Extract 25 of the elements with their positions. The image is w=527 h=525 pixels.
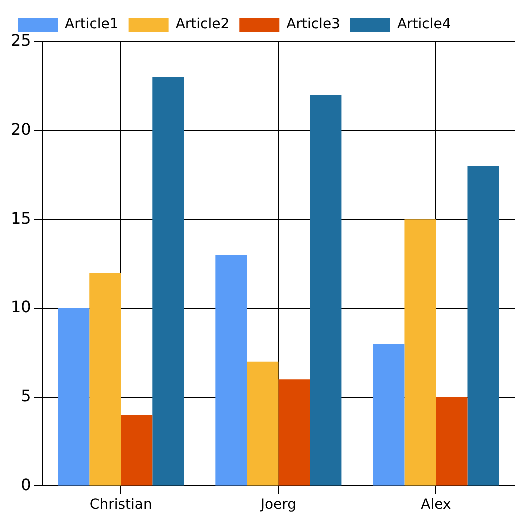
legend-label: Article4 <box>397 16 452 33</box>
legend-label: Article2 <box>176 16 230 33</box>
bar <box>152 78 184 486</box>
x-tick-label: Alex <box>421 497 452 514</box>
y-tick-label: 5 <box>21 386 32 406</box>
y-tick-label: 10 <box>11 298 32 317</box>
bar <box>216 255 248 486</box>
y-tick-label: 0 <box>21 475 32 494</box>
legend-label: Article3 <box>286 16 340 33</box>
bar <box>247 362 279 486</box>
legend-label: Article1 <box>65 16 119 33</box>
bar <box>121 415 153 486</box>
y-tick-label: 15 <box>11 208 32 228</box>
y-tick-label: 25 <box>11 31 32 50</box>
y-tick-label: 20 <box>11 120 32 139</box>
bar <box>436 397 468 486</box>
x-tick-label: Joerg <box>260 497 297 514</box>
bar <box>468 166 500 486</box>
bar <box>310 95 342 486</box>
bar <box>404 220 436 486</box>
bar <box>58 308 90 486</box>
bar <box>373 344 405 486</box>
x-tick-label: Christian <box>90 497 152 514</box>
bar <box>90 272 122 486</box>
bar <box>278 380 310 486</box>
